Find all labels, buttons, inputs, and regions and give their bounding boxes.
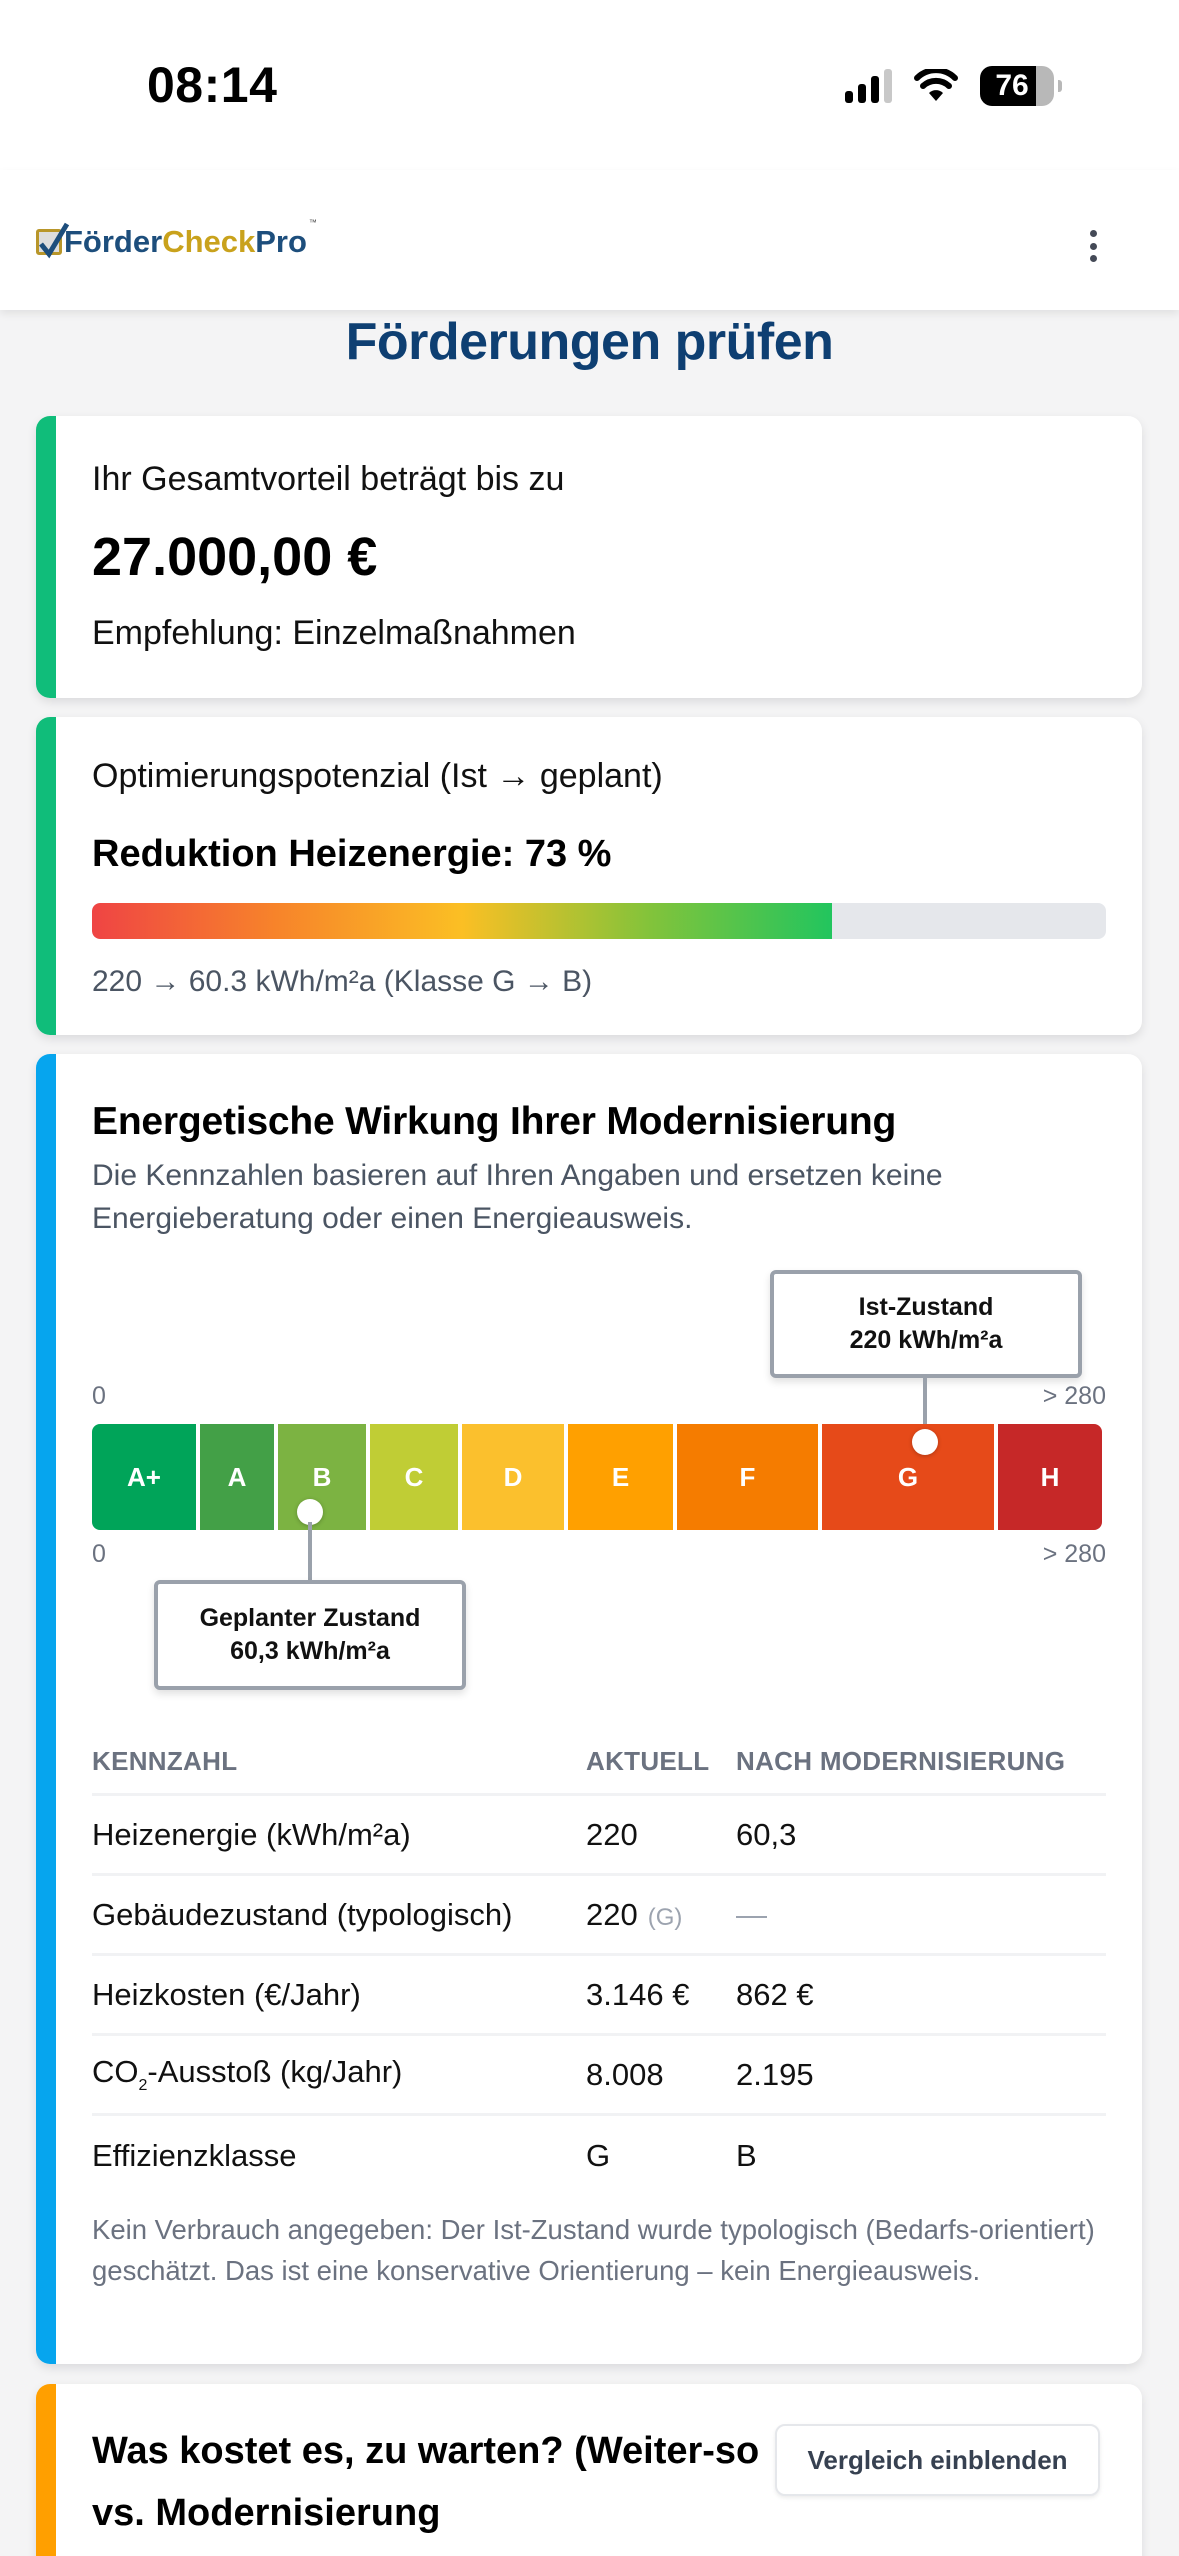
efficiency-class-d: D <box>462 1424 564 1530</box>
table-header: KENNZAHL AKTUELL NACH MODERNISIERUNG <box>92 1730 1106 1796</box>
planned-marker-line <box>308 1522 312 1582</box>
current-cell: 220 (G) <box>586 1897 736 1933</box>
current-marker-line <box>923 1378 927 1434</box>
metric-cell: Heizenergie (kWh/m²a) <box>92 1816 411 1852</box>
planned-state-callout: Geplanter Zustand 60,3 kWh/m²a <box>154 1580 466 1690</box>
reduction-progress-bar <box>92 903 1106 939</box>
efficiency-class-c: C <box>370 1424 458 1530</box>
scale-max-bottom: > 280 <box>1042 1540 1106 1568</box>
col-header-after: NACH MODERNISIERUNG <box>736 1746 1066 1776</box>
clock: 08:14 <box>147 57 278 113</box>
scale-min-top: 0 <box>92 1382 106 1410</box>
metric-cell: Effizienzklasse <box>92 2138 297 2173</box>
battery-level: 76 <box>995 69 1029 102</box>
current-state-title: Ist-Zustand <box>858 1293 994 1321</box>
metric-cell: CO2-Ausstoß (kg/Jahr) <box>92 2054 586 2095</box>
efficiency-class-a-plus: A+ <box>92 1424 196 1530</box>
cost-of-waiting-title: Was kostet es, zu warten? (Weiter-so vs.… <box>92 2430 760 2534</box>
total-benefit-card: Ihr Gesamtvorteil beträgt bis zu 27.000,… <box>36 416 1142 698</box>
efficiency-scale: Ist-Zustand 220 kWh/m²a 0 > 280 A+ A B C D E F… <box>92 1254 1106 1714</box>
col-header-metric: KENNZAHL <box>92 1746 238 1776</box>
logo-text-check: Check <box>162 224 256 259</box>
checkbox-logo-icon <box>36 222 70 259</box>
current-state-callout: Ist-Zustand 220 kWh/m²a <box>770 1270 1082 1378</box>
logo-text-foerder: Förder <box>64 224 163 259</box>
efficiency-class-f: F <box>677 1424 818 1530</box>
efficiency-class-bar: A+ A B C D E F G H <box>92 1424 1106 1530</box>
reduction-summary: 220 → 60.3 kWh/m²a (Klasse G → B) <box>92 965 593 998</box>
after-cell: 60,3 <box>736 1816 797 1852</box>
table-row: Heizenergie (kWh/m²a) 220 60,3 <box>92 1796 1106 1876</box>
col-header-current: AKTUELL <box>586 1746 710 1776</box>
energy-impact-card: Energetische Wirkung Ihrer Modernisierun… <box>36 1054 1142 2364</box>
metric-cell: Gebäudezustand (typologisch) <box>92 1896 513 1932</box>
optimization-label: Optimierungspotenzial (Ist → geplant) <box>92 757 663 795</box>
reduction-progress-fill <box>92 903 833 939</box>
current-cell: G <box>586 2138 611 2173</box>
wifi-icon <box>914 69 958 101</box>
key-figures-table: KENNZAHL AKTUELL NACH MODERNISIERUNG Hei… <box>92 1730 1106 2196</box>
efficiency-class-a: A <box>200 1424 274 1530</box>
after-cell: 2.195 <box>736 2056 814 2092</box>
app-header: Förder Check Pro ™ <box>0 170 1179 310</box>
page-title: Förderungen prüfen <box>345 313 834 371</box>
metric-rest: -Ausstoß (kg/Jahr) <box>147 2054 403 2089</box>
optimization-card: Optimierungspotenzial (Ist → geplant) Re… <box>36 717 1142 1035</box>
after-cell: — <box>736 1896 767 1932</box>
after-cell: B <box>736 2138 757 2173</box>
show-comparison-button[interactable]: Vergleich einblenden <box>775 2424 1100 2496</box>
benefit-label: Ihr Gesamtvorteil beträgt bis zu <box>92 460 565 498</box>
metric-subscript: 2 <box>138 2077 148 2094</box>
planned-marker-dot <box>297 1499 323 1525</box>
status-bar: 08:14 76 <box>0 0 1179 170</box>
efficiency-class-e: E <box>568 1424 673 1530</box>
logo[interactable]: Förder Check Pro ™ <box>36 218 317 264</box>
current-state-value: 220 kWh/m²a <box>849 1326 1003 1354</box>
current-cell: 3.146 € <box>586 1976 690 2012</box>
table-row: Heizkosten (€/Jahr) 3.146 € 862 € <box>92 1956 1106 2036</box>
status-icons: 76 <box>845 66 1062 106</box>
efficiency-class-g: G <box>822 1424 994 1530</box>
recommendation: Empfehlung: Einzelmaßnahmen <box>92 614 576 652</box>
battery-icon: 76 <box>980 66 1062 106</box>
current-cell: 220 <box>586 1816 638 1852</box>
estimation-note: Kein Verbrauch angegeben: Der Ist-Zustan… <box>92 2214 1095 2286</box>
efficiency-class-h: H <box>998 1424 1102 1530</box>
reduction-headline: Reduktion Heizenergie: 73 % <box>92 833 612 875</box>
planned-state-value: 60,3 kWh/m²a <box>230 1637 390 1665</box>
energy-section-description: Die Kennzahlen basieren auf Ihren Angabe… <box>92 1159 943 1235</box>
metric-co: CO <box>92 2054 139 2089</box>
table-row: CO2-Ausstoß (kg/Jahr) 8.008 2.195 <box>92 2036 1106 2116</box>
energy-section-title: Energetische Wirkung Ihrer Modernisierun… <box>92 1100 897 1143</box>
trademark: ™ <box>308 218 317 227</box>
more-menu-icon[interactable] <box>1078 226 1108 266</box>
logo-text-pro: Pro <box>255 224 307 259</box>
cost-of-waiting-card: Was kostet es, zu warten? (Weiter-so vs.… <box>36 2384 1142 2556</box>
scale-max-top: > 280 <box>1042 1382 1106 1410</box>
current-marker-dot <box>912 1429 938 1455</box>
current-value: 220 <box>586 1896 638 1932</box>
table-row: Gebäudezustand (typologisch) 220 (G) — <box>92 1876 1106 1956</box>
metric-cell: Heizkosten (€/Jahr) <box>92 1976 361 2012</box>
after-cell: 862 € <box>736 1976 814 2012</box>
planned-state-title: Geplanter Zustand <box>199 1604 421 1632</box>
scale-min-bottom: 0 <box>92 1540 106 1568</box>
table-row: Effizienzklasse G B <box>92 2116 1106 2196</box>
current-cell: 8.008 <box>586 2056 664 2092</box>
benefit-amount: 27.000,00 € <box>92 527 378 587</box>
cellular-signal-icon <box>845 69 892 103</box>
class-note: (G) <box>647 1903 683 1931</box>
